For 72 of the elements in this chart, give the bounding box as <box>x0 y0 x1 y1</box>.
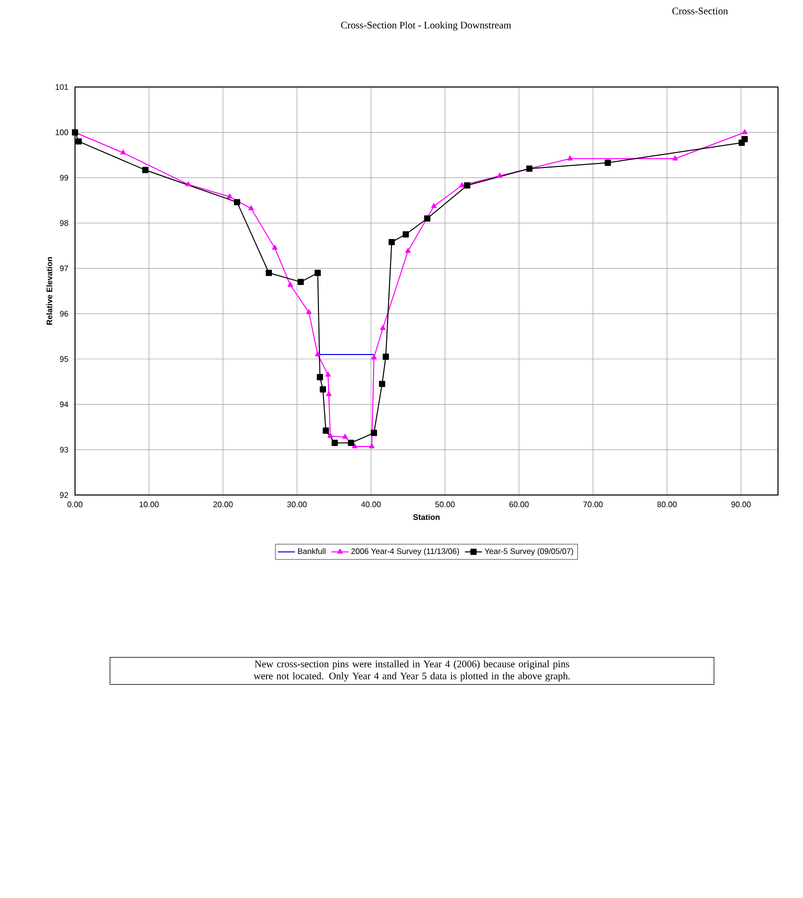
point <box>76 138 82 145</box>
point <box>320 386 326 392</box>
point <box>405 248 411 253</box>
legend-label: 2006 Year-4 Survey (11/13/06) <box>351 548 459 556</box>
chart-title: Cross-Section <box>672 8 728 14</box>
x-tick-label: 10.00 <box>140 502 159 508</box>
legend-label: Year-5 Survey (09/05/07) <box>484 548 574 556</box>
point <box>326 391 332 396</box>
point <box>142 166 148 174</box>
point <box>526 166 532 172</box>
x-axis-title: Station <box>413 514 440 520</box>
legend-label: Bankfull <box>298 548 326 554</box>
point <box>120 150 126 155</box>
y-tick-label: 100 <box>56 130 68 136</box>
point <box>382 354 389 360</box>
x-tick-label: 30.00 <box>287 502 307 508</box>
point <box>672 156 678 160</box>
x-tick-label: 40.00 <box>361 502 381 508</box>
point <box>328 432 334 438</box>
point <box>352 443 358 448</box>
point <box>332 440 338 446</box>
point <box>380 325 386 330</box>
point <box>322 428 329 434</box>
point <box>185 181 191 186</box>
point <box>431 203 437 208</box>
x-tick-label: 60.00 <box>509 502 529 508</box>
y-tick-label: 94 <box>60 402 68 408</box>
point <box>742 129 748 134</box>
y-tick-label: 95 <box>60 356 68 362</box>
point <box>298 278 304 286</box>
point <box>348 440 354 446</box>
x-tick-label: 0.00 <box>68 502 82 508</box>
y-tick-label: 97 <box>60 266 68 272</box>
point <box>272 244 278 250</box>
x-tick-label: 70.00 <box>583 502 603 508</box>
point <box>325 372 331 377</box>
point <box>314 270 321 276</box>
y-tick-label: 99 <box>60 174 68 181</box>
point <box>371 354 377 360</box>
point <box>567 156 573 160</box>
point <box>370 430 378 436</box>
y-axis-title: Relative Elevation <box>46 257 52 325</box>
point <box>464 182 470 188</box>
x-tick-label: 80.00 <box>657 502 677 508</box>
x-tick-label: 20.00 <box>213 502 233 508</box>
point <box>234 199 240 206</box>
chart-subtitle: Cross-Section Plot - Looking Downstream <box>341 21 512 31</box>
point <box>388 238 395 246</box>
point <box>306 309 312 314</box>
point <box>604 160 611 166</box>
x-tick-label: 50.00 <box>435 502 455 508</box>
point <box>342 434 348 439</box>
point <box>368 443 374 448</box>
point <box>266 270 272 276</box>
y-tick-label: 101 <box>56 84 68 90</box>
point <box>314 351 320 356</box>
point <box>226 194 232 199</box>
y-tick-label: 98 <box>60 220 68 226</box>
point <box>424 215 430 222</box>
point <box>378 380 386 388</box>
x-tick-label: 90.00 <box>731 502 751 508</box>
point <box>459 182 465 188</box>
point <box>316 374 324 380</box>
point <box>402 231 409 238</box>
point <box>742 136 748 142</box>
point <box>496 172 502 178</box>
point <box>288 282 294 287</box>
y-tick-label: 96 <box>60 310 68 317</box>
y-tick-label: 93 <box>60 446 68 453</box>
y-tick-label: 92 <box>60 492 68 498</box>
text: New cross-section pins were installed in Year 4 (2006) because original pins were not located. Only Year 4 and Year 5 data is plotted in the above graph. <box>254 660 570 682</box>
point <box>248 205 254 210</box>
